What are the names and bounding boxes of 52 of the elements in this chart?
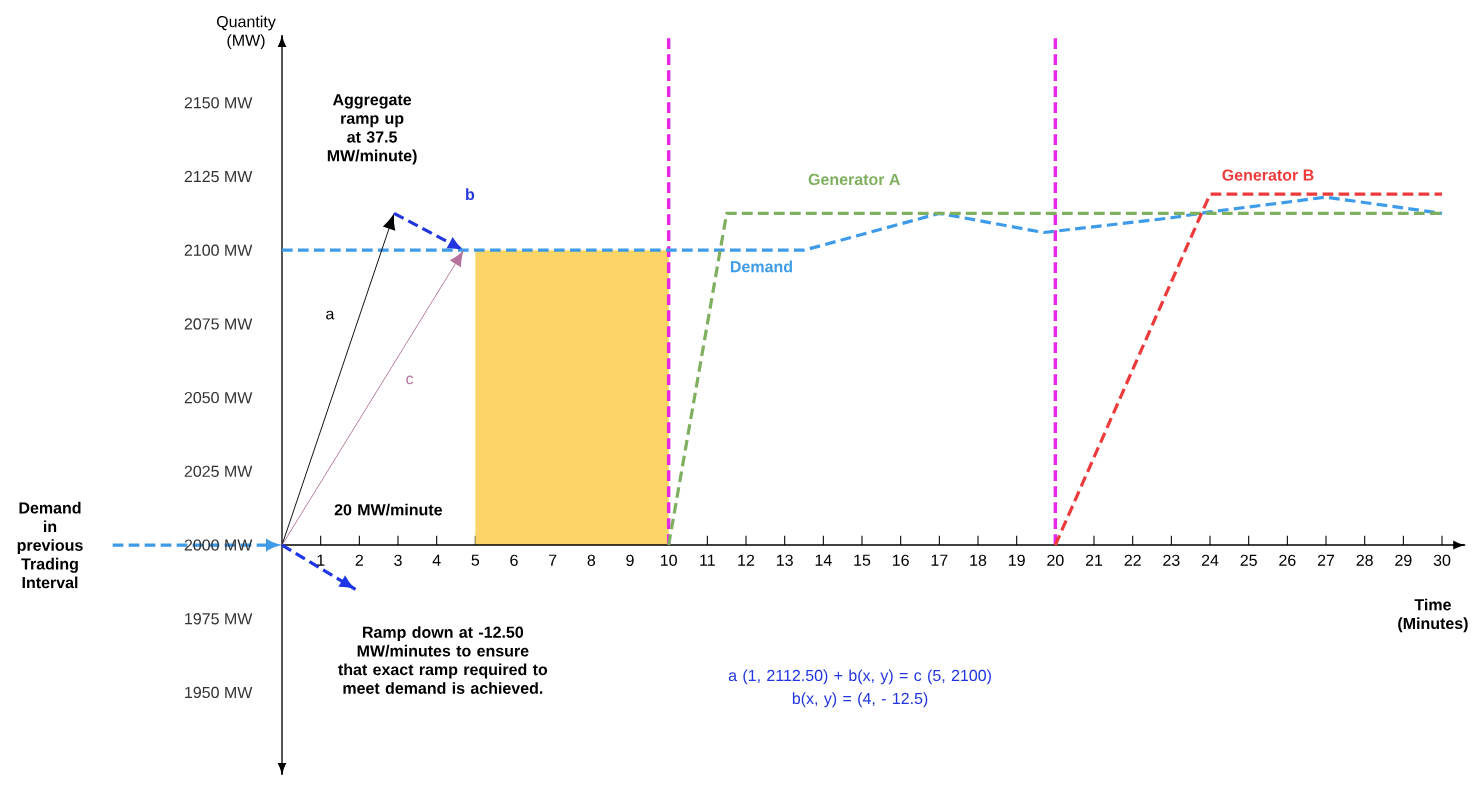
x-tick-label: 27 [1317, 554, 1335, 566]
y-axis-title: Quantity (MW) [216, 15, 276, 50]
annotation: Ramp down at -12.50 MW/minutes to ensure that exact ramp required to meet demand is achieved. [338, 626, 548, 694]
y-tick-label: 2025 MW [184, 465, 253, 477]
x-tick-label: 18 [970, 554, 987, 566]
x-tick-label: 26 [1279, 554, 1296, 566]
x-tick-label: 8 [587, 554, 596, 566]
text: b [466, 188, 475, 201]
y-tick-label: 2150 MW [184, 97, 253, 109]
y-tick-label: 1975 MW [185, 613, 253, 625]
annotation: 20 MW/minute [334, 503, 443, 516]
x-tick-label: 28 [1356, 554, 1373, 566]
annotation: a (1, 2112.50) + b(x, y) = c (5, 2100) [728, 669, 991, 685]
x-tick-label: 14 [815, 554, 832, 566]
x-axis-title: Time (Minutes) [1398, 598, 1468, 633]
x-tick-label: 9 [626, 554, 634, 566]
x-tick-label: 24 [1201, 554, 1219, 566]
x-tick-label: 5 [471, 554, 480, 566]
annotation: Aggregate ramp up at 37.5 MW/minute) [327, 94, 417, 165]
x-tick-label: 15 [854, 554, 871, 566]
x-tick-label: 4 [432, 554, 441, 566]
x-tick-label: 23 [1163, 554, 1180, 566]
series-label: Generator B [1222, 169, 1314, 181]
series-label: c [406, 375, 414, 385]
x-tick-label: 12 [738, 554, 755, 566]
x-tick-label: 30 [1433, 554, 1451, 566]
text: Demand in previous Trading Interval [17, 501, 83, 589]
y-tick-label: 2075 MW [184, 318, 253, 330]
x-tick-label: 11 [700, 554, 715, 566]
annotation: b(x, y) = (4, - 12.5) [792, 692, 928, 708]
x-tick-label: 22 [1124, 554, 1141, 566]
y-tick-label: 1950 MW [185, 686, 253, 699]
x-tick-label: 10 [660, 554, 677, 566]
y-tick-label: 2100 MW [184, 244, 253, 256]
x-tick-label: 21 [1085, 554, 1103, 566]
x-tick-label: 2 [355, 554, 363, 566]
x-tick-label: 17 [931, 554, 948, 566]
x-tick-label: 3 [394, 554, 402, 566]
series-label: Demand [730, 260, 792, 273]
y-tick-label: 2125 MW [184, 170, 253, 183]
x-tick-label: 7 [549, 554, 557, 566]
x-tick-label: 29 [1395, 554, 1412, 566]
x-tick-label: 16 [892, 554, 909, 566]
x-tick-label: 13 [776, 554, 793, 566]
x-tick-label: 19 [1008, 554, 1025, 566]
series-label: a [326, 310, 335, 320]
x-tick-label: 20 [1047, 554, 1064, 566]
x-tick-label: 6 [510, 554, 518, 566]
y-tick-label: 2050 MW [184, 391, 253, 404]
x-tick-label: 25 [1240, 554, 1257, 566]
series-label: Generator A [808, 173, 901, 186]
x-tick-label: 1 [317, 554, 325, 566]
